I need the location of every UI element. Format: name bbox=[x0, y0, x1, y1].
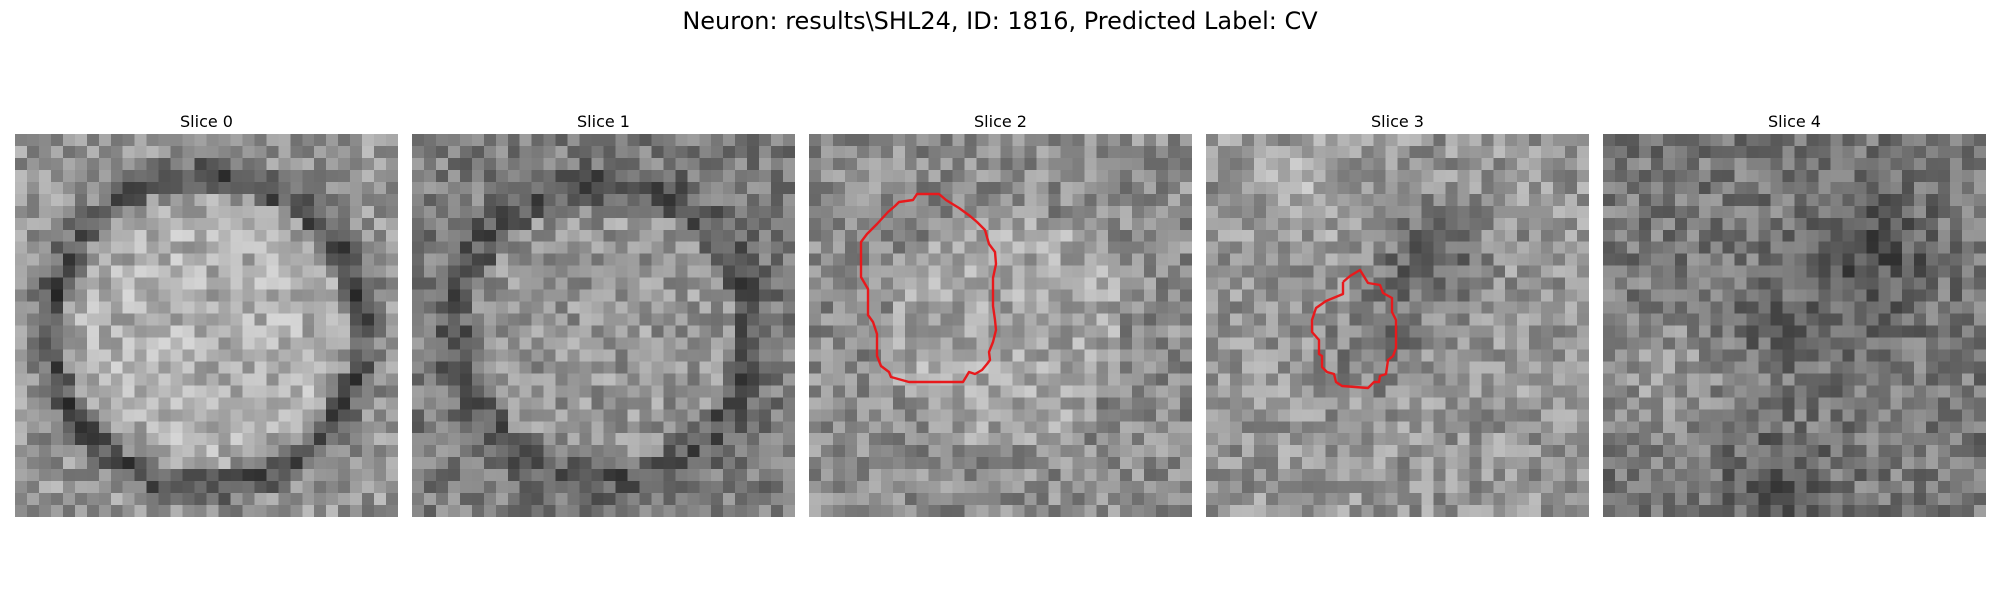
slice-image bbox=[1206, 134, 1589, 517]
slice-title: Slice 1 bbox=[577, 112, 630, 131]
segmentation-contour bbox=[1310, 268, 1398, 390]
slice-panel-4: Slice 4 bbox=[1603, 110, 1986, 517]
segmentation-contour bbox=[859, 192, 998, 384]
slice-title: Slice 4 bbox=[1768, 112, 1821, 131]
slice-panel-2: Slice 2 bbox=[809, 110, 1192, 517]
slice-title: Slice 3 bbox=[1371, 112, 1424, 131]
slice-image bbox=[809, 134, 1192, 517]
slice-panel-3: Slice 3 bbox=[1206, 110, 1589, 517]
slice-image bbox=[412, 134, 795, 517]
slice-image bbox=[15, 134, 398, 517]
slice-title: Slice 0 bbox=[180, 112, 233, 131]
figure-title: Neuron: results\SHL24, ID: 1816, Predict… bbox=[682, 7, 1318, 35]
slice-title: Slice 2 bbox=[974, 112, 1027, 131]
slice-image bbox=[1603, 134, 1986, 517]
slice-panel-1: Slice 1 bbox=[412, 110, 795, 517]
slice-panel-0: Slice 0 bbox=[15, 110, 398, 517]
